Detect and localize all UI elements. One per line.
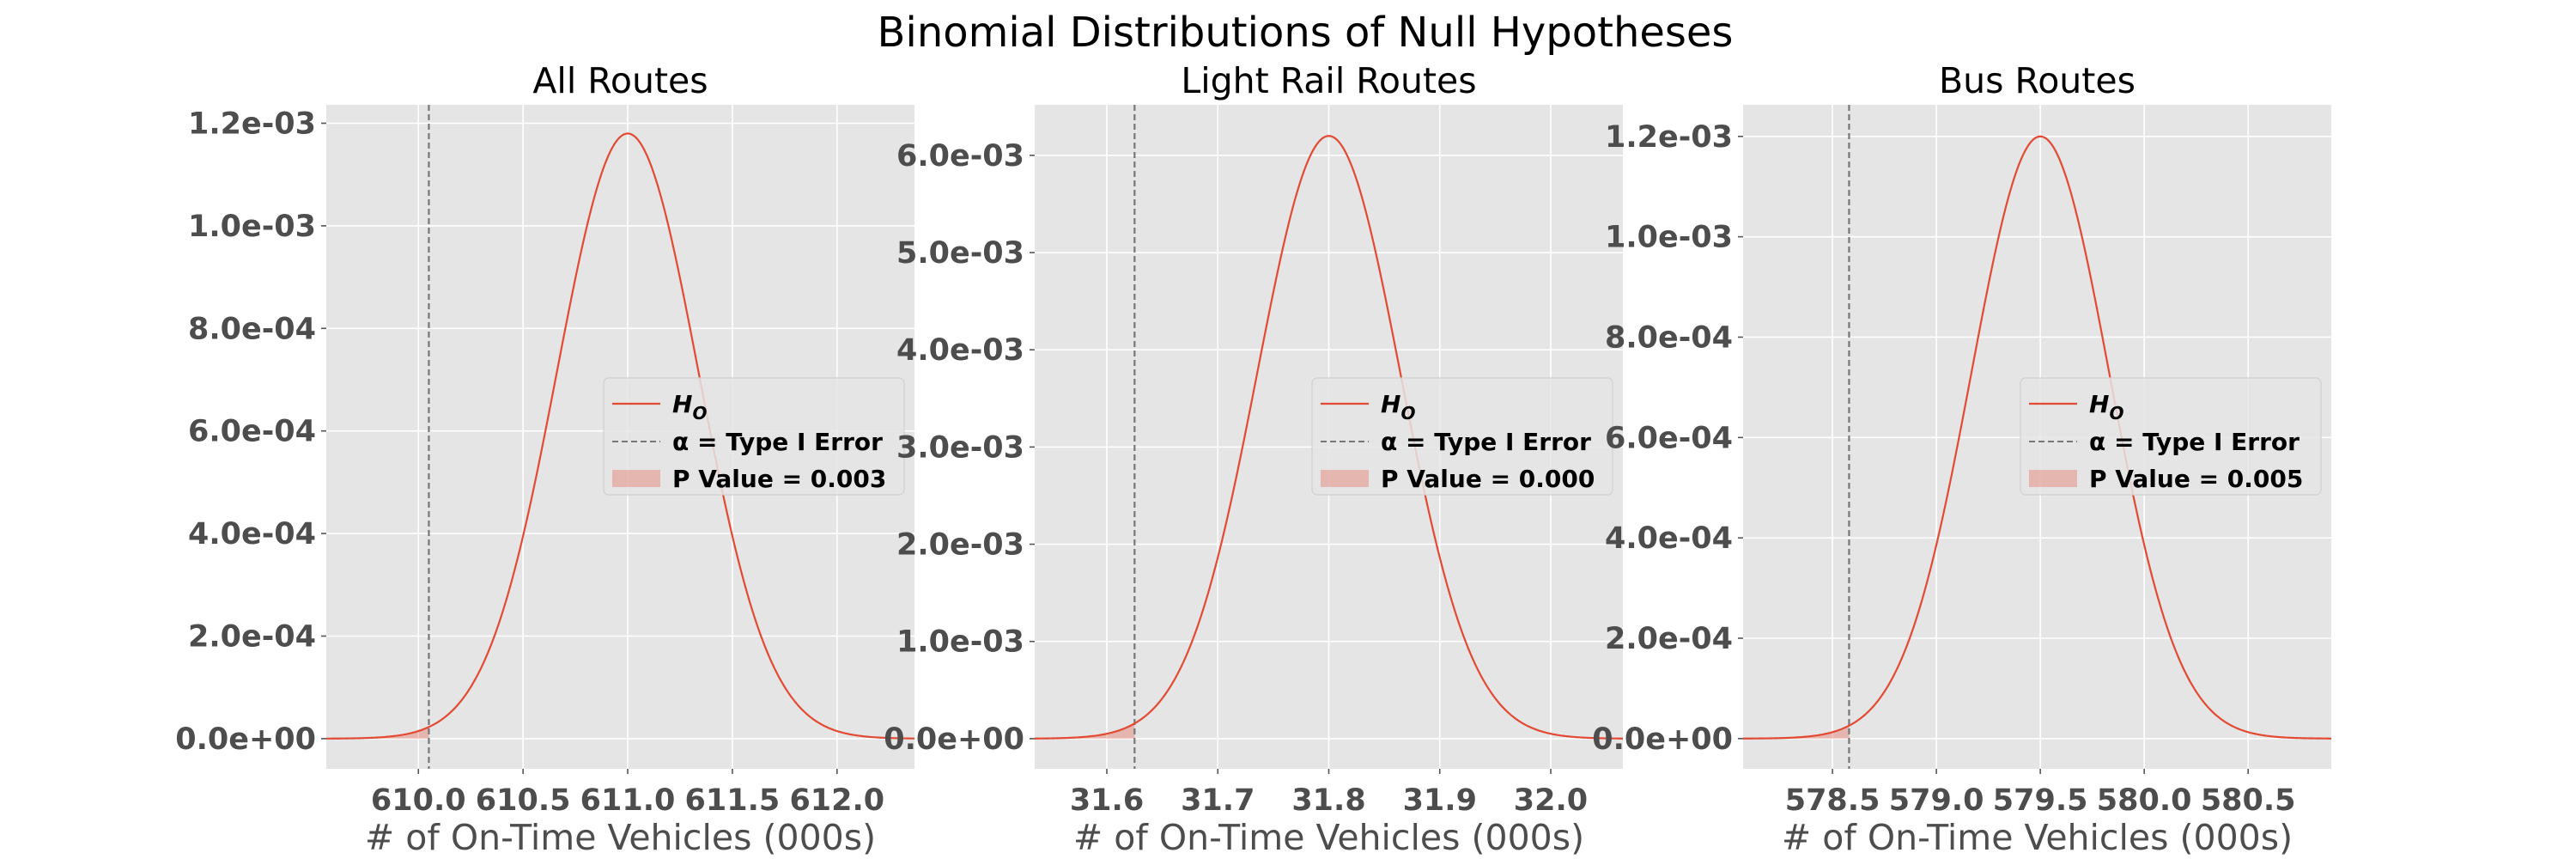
legend-label-null-hypothesis-subscript: O bbox=[2109, 403, 2123, 423]
chart-title: Light Rail Routes bbox=[1181, 60, 1476, 101]
x-tick-label: 612.0 bbox=[789, 783, 884, 818]
legend-box bbox=[2020, 377, 2322, 496]
legend-label-null-hypothesis-main: H bbox=[672, 390, 692, 418]
legend-label-null-hypothesis-main: H bbox=[2089, 390, 2109, 418]
y-tick-label: 5.0e-03 bbox=[896, 236, 1024, 271]
y-tick-label: 0.0e+00 bbox=[175, 722, 316, 757]
y-tick-label: 0.0e+00 bbox=[884, 722, 1024, 757]
legend-area-swatch bbox=[612, 470, 660, 487]
legend-label-p-value: P Value = 0.003 bbox=[672, 465, 886, 493]
legend-label-alpha: α = Type I Error bbox=[2089, 428, 2300, 456]
x-tick-label: 579.5 bbox=[1993, 783, 2088, 818]
x-tick-label: 31.9 bbox=[1403, 783, 1477, 818]
x-tick-label: 31.7 bbox=[1181, 783, 1255, 818]
legend-label-null-hypothesis: HO bbox=[672, 390, 707, 423]
x-axis-label: # of On-Time Vehicles (000s) bbox=[1782, 817, 2293, 858]
x-tick-label: 31.6 bbox=[1070, 783, 1144, 818]
legend-label-null-hypothesis: HO bbox=[2089, 390, 2123, 423]
null-distribution-line bbox=[1035, 135, 1623, 740]
x-tick-label: 580.5 bbox=[2201, 783, 2296, 818]
null-distribution-line bbox=[1743, 135, 2331, 740]
x-axis-label: # of On-Time Vehicles (000s) bbox=[1073, 817, 1584, 858]
legend-area-swatch bbox=[1321, 470, 1369, 487]
y-tick-label: 2.0e-04 bbox=[1605, 622, 1733, 656]
p-value-area bbox=[1035, 723, 1135, 739]
y-tick-label: 4.0e-04 bbox=[188, 517, 316, 551]
x-tick-label: 578.5 bbox=[1785, 783, 1880, 818]
y-tick-label: 4.0e-04 bbox=[1605, 521, 1733, 556]
chart-panel-2: Light Rail Routes 31.6 31.7 31.8 31.9 32.0 0.0… bbox=[884, 60, 1623, 858]
x-tick-label: 611.5 bbox=[685, 783, 781, 818]
legend-label-p-value: P Value = 0.000 bbox=[1381, 465, 1595, 493]
y-tick-label: 8.0e-04 bbox=[1605, 320, 1733, 355]
legend-label-null-hypothesis-subscript: O bbox=[1400, 403, 1415, 423]
y-tick-label: 1.0e-03 bbox=[896, 625, 1024, 660]
legend-area-swatch bbox=[2029, 470, 2077, 487]
legend-label-null-hypothesis: HO bbox=[1381, 390, 1415, 423]
y-tick-label: 0.0e+00 bbox=[1592, 722, 1733, 757]
legend-label-alpha: α = Type I Error bbox=[1381, 428, 1591, 456]
y-tick-label: 3.0e-03 bbox=[896, 430, 1024, 465]
x-tick-label: 611.0 bbox=[580, 783, 676, 818]
null-distribution-line bbox=[326, 132, 914, 740]
x-tick-label: 32.0 bbox=[1514, 783, 1588, 818]
legend-box bbox=[1311, 377, 1613, 496]
y-tick-label: 1.0e-03 bbox=[1605, 221, 1733, 255]
y-tick-label: 6.0e-03 bbox=[896, 139, 1024, 174]
y-tick-label: 8.0e-04 bbox=[188, 312, 316, 346]
plot-content bbox=[326, 105, 914, 769]
x-tick-label: 31.8 bbox=[1291, 783, 1365, 818]
figure-suptitle: Binomial Distributions of Null Hypothese… bbox=[878, 9, 1734, 57]
plot-content bbox=[1035, 105, 1623, 769]
x-tick-label: 580.0 bbox=[2097, 783, 2192, 818]
x-tick-label: 610.0 bbox=[371, 783, 466, 818]
chart-title: Bus Routes bbox=[1939, 60, 2136, 101]
x-axis-label: # of On-Time Vehicles (000s) bbox=[365, 817, 876, 858]
chart-panel-1: All Routes 610.0 610.5 611.0 611.5 612.0 0.0e+… bbox=[175, 60, 914, 858]
y-tick-label: 6.0e-04 bbox=[1605, 421, 1733, 455]
y-tick-label: 2.0e-04 bbox=[188, 619, 316, 654]
p-value-area bbox=[326, 727, 429, 739]
legend-label-alpha: α = Type I Error bbox=[672, 428, 883, 456]
y-tick-label: 1.2e-03 bbox=[188, 107, 316, 141]
legend-label-null-hypothesis-main: H bbox=[1381, 390, 1400, 418]
y-tick-label: 2.0e-03 bbox=[896, 528, 1024, 563]
chart-panel-3: Bus Routes 578.5 579.0 579.5 580.0 580.5 0.0e+… bbox=[1592, 60, 2331, 858]
x-tick-label: 579.0 bbox=[1889, 783, 1984, 818]
y-tick-label: 6.0e-04 bbox=[188, 415, 316, 449]
x-tick-label: 610.5 bbox=[476, 783, 571, 818]
plot-content bbox=[1743, 105, 2331, 769]
y-tick-label: 1.2e-03 bbox=[1605, 120, 1733, 155]
y-tick-label: 4.0e-03 bbox=[896, 333, 1024, 368]
legend-box bbox=[603, 377, 905, 496]
legend-label-null-hypothesis-subscript: O bbox=[692, 403, 707, 423]
y-tick-label: 1.0e-03 bbox=[188, 210, 316, 244]
chart-title: All Routes bbox=[532, 60, 708, 101]
legend-label-p-value: P Value = 0.005 bbox=[2089, 465, 2303, 493]
